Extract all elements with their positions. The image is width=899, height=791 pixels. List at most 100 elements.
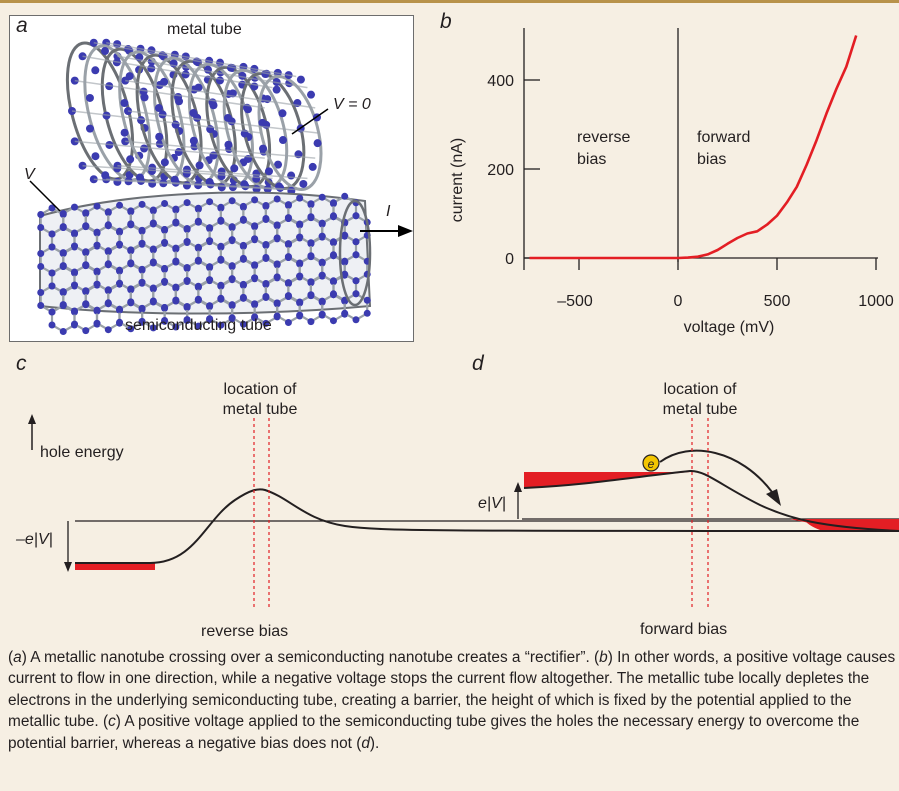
semiconducting-tube-atom <box>251 300 259 308</box>
semiconducting-tube-atom <box>116 201 124 209</box>
metal-tube-atom <box>170 175 179 184</box>
semiconducting-tube-atom <box>318 310 326 318</box>
metal-tube-atom <box>313 139 322 148</box>
y-tick-label: 0 <box>505 251 514 268</box>
semiconducting-tube-atom <box>341 309 349 317</box>
metal-tube-bond <box>125 140 316 159</box>
semiconducting-tube-atom <box>48 282 56 290</box>
semiconducting-tube-atom <box>307 278 315 286</box>
semiconducting-tube-atom <box>116 266 124 274</box>
semiconducting-tube-atom <box>251 222 259 230</box>
x-tick-label: 1000 <box>858 293 894 310</box>
semiconducting-tube-atom <box>104 247 112 255</box>
semiconducting-tube-atom <box>262 293 270 301</box>
semiconducting-tube-atom <box>363 296 371 304</box>
y-tick-label: 400 <box>487 73 514 90</box>
semiconducting-tube <box>37 191 372 335</box>
semiconducting-tube-atom <box>161 200 169 207</box>
semiconducting-tube-atom <box>228 236 236 244</box>
semiconducting-tube-atom <box>127 285 135 293</box>
semiconducting-tube-atom <box>352 238 360 246</box>
v-leader-line <box>29 180 61 212</box>
semiconducting-tube-atom <box>307 200 315 208</box>
semiconducting-tube-atom <box>93 202 101 210</box>
metal-tube-atom <box>223 113 232 122</box>
semiconducting-tube-atom <box>228 314 236 322</box>
semiconducting-tube-atom <box>138 304 146 312</box>
semiconducting-tube-atom <box>183 199 191 207</box>
metal-tube-bond <box>74 79 265 109</box>
semiconducting-tube-atom <box>296 259 304 267</box>
metal-tube-atom <box>264 167 273 176</box>
semiconducting-tube-atom <box>71 203 79 211</box>
semiconducting-tube-atom <box>352 316 360 324</box>
semiconducting-tube-atom <box>194 296 202 304</box>
semiconducting-tube-atom <box>194 282 202 290</box>
semiconducting-tube-atom <box>93 319 101 327</box>
semiconducting-tube-atom <box>37 302 45 309</box>
semiconducting-tube-atom <box>127 325 135 333</box>
semiconducting-tube-atom <box>104 261 112 269</box>
semiconducting-tube-atom <box>37 263 45 270</box>
nanotube-illustration <box>29 38 413 335</box>
semiconducting-tube-atom <box>296 272 304 280</box>
hole-energy-label: hole energy <box>40 444 124 461</box>
panel-c-energy-curve <box>75 488 899 564</box>
semiconducting-tube-atom <box>206 276 214 284</box>
semiconducting-tube-atom <box>104 286 112 294</box>
semiconducting-tube-atom <box>183 303 191 311</box>
semiconducting-tube-atom <box>59 224 67 231</box>
metal-tube-bond <box>117 55 308 89</box>
semiconducting-tube-atom <box>341 231 349 239</box>
semiconducting-tube-atom <box>183 277 191 285</box>
semiconducting-tube-atom <box>172 323 180 331</box>
forward-bias-label: forward bias <box>640 621 728 638</box>
semiconducting-tube-atom <box>318 232 326 240</box>
semiconducting-tube-atom <box>59 288 67 296</box>
x-tick-label: –500 <box>557 293 593 310</box>
semiconducting-tube-atom <box>116 305 124 313</box>
semiconducting-tube-atom <box>262 280 270 287</box>
semiconducting-tube-atom <box>329 213 337 221</box>
semiconducting-tube-atom <box>183 316 191 324</box>
semiconducting-tube-atom <box>262 319 270 327</box>
semiconducting-tube-atom <box>93 228 101 236</box>
metal-tube-atom <box>140 144 149 153</box>
metal-tube-bond <box>93 178 284 191</box>
semiconducting-tube-atom <box>307 253 315 261</box>
semiconducting-tube-atom <box>138 200 146 208</box>
semiconducting-tube-atom <box>341 192 349 200</box>
metal-tube-atom <box>91 152 100 161</box>
semiconducting-tube-atom <box>59 302 67 309</box>
v-zero-leader-line <box>291 108 329 135</box>
semiconducting-tube-end <box>338 199 372 307</box>
semiconducting-tube-label: semiconducting tube <box>125 317 272 334</box>
semiconducting-tube-atom <box>116 240 124 248</box>
semiconducting-tube-atom <box>104 326 112 334</box>
semiconducting-tube-atom <box>206 263 214 271</box>
metal-tube-atom <box>307 90 316 99</box>
semiconducting-tube-atom <box>352 290 360 298</box>
semiconducting-tube-atom <box>329 252 337 260</box>
semiconducting-tube-atom <box>239 241 247 249</box>
metal-tube-atom <box>136 173 145 182</box>
semiconducting-tube-atom <box>239 294 247 302</box>
semiconducting-tube-atom <box>37 211 45 218</box>
metal-tube-atom <box>101 171 110 180</box>
semiconducting-tube-atom <box>352 251 360 259</box>
semiconducting-tube-atom <box>172 244 180 252</box>
semiconducting-tube-atom <box>59 328 67 335</box>
semiconducting-tube-atom <box>161 265 169 272</box>
semiconducting-tube-atom <box>127 246 135 254</box>
semiconducting-tube-atom <box>138 239 146 247</box>
semiconducting-tube-atom <box>251 235 259 243</box>
metal-tube-atom <box>259 144 268 153</box>
semiconducting-tube-atom <box>161 226 169 233</box>
semiconducting-tube-atom <box>251 274 259 282</box>
semiconducting-tube-atom <box>206 224 214 232</box>
semiconducting-tube-atom <box>149 206 157 214</box>
metal-tube-atom <box>194 83 203 92</box>
semiconducting-tube-atom <box>341 257 349 265</box>
metal-tube-atom <box>86 124 95 133</box>
semiconducting-tube-atom <box>93 280 101 288</box>
